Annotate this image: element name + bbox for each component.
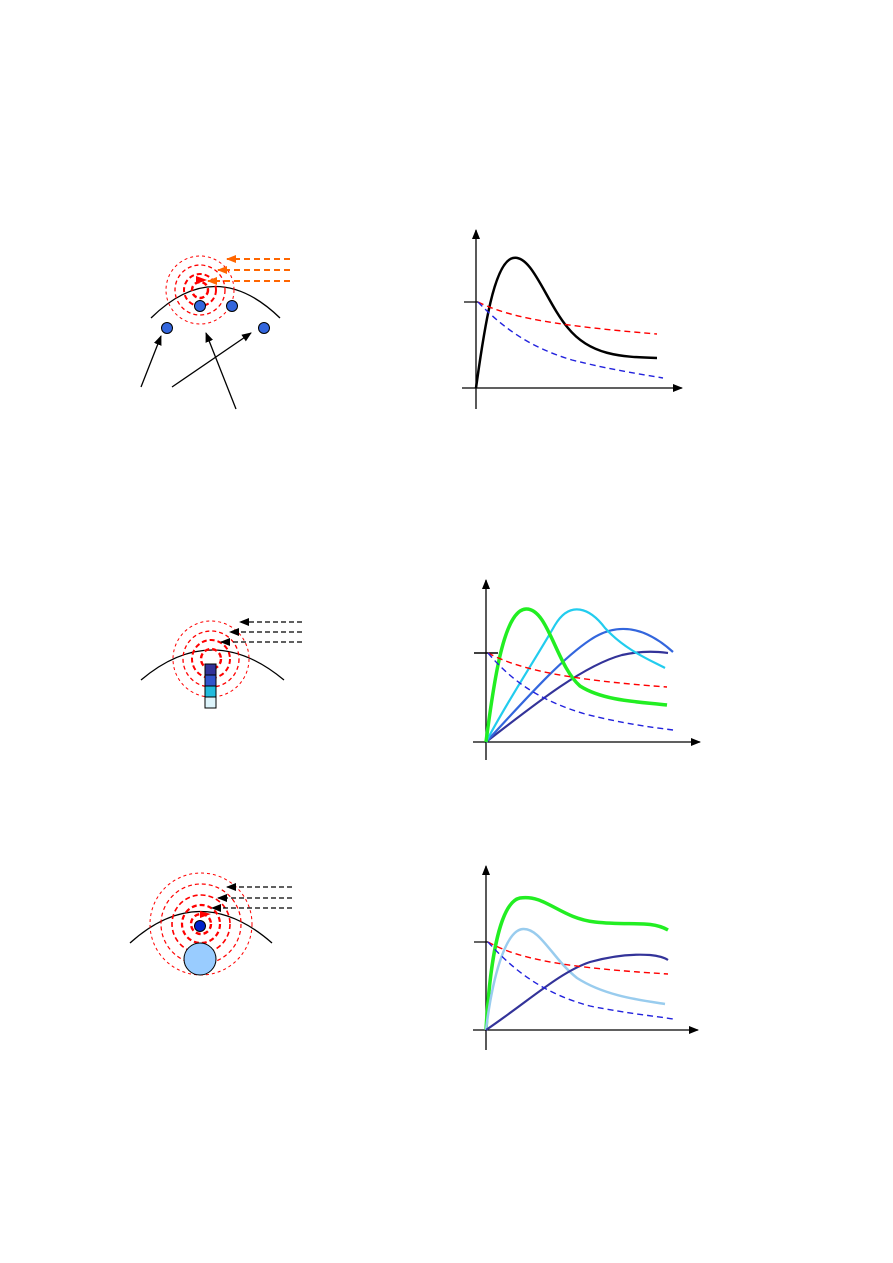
wave-ring (172, 620, 250, 698)
curve-cyan-peak (485, 608, 666, 743)
curve-blue-dashed (487, 652, 674, 731)
panel-3-graph (473, 865, 699, 1050)
curve-navy-rise (485, 953, 669, 1031)
pointer-arrow (205, 332, 237, 410)
big-circle (183, 942, 217, 976)
wave-ring (191, 639, 231, 679)
panel-3-illustration (129, 872, 292, 976)
wave-ring (174, 264, 226, 316)
wave-ring (180, 903, 222, 945)
stack-block (204, 696, 217, 709)
panel-3 (129, 865, 699, 1050)
dot (258, 322, 270, 334)
curve-green-peak (484, 607, 668, 743)
red-arrowhead (196, 276, 207, 284)
stack-block (204, 685, 217, 698)
panel-2-graph (473, 579, 701, 760)
panel-1-graph (462, 229, 683, 409)
curve-blue-dashed (487, 941, 674, 1020)
panel-2 (140, 579, 701, 760)
wave-ring (190, 280, 210, 300)
stack-block (204, 674, 217, 687)
incoming-arrows (220, 618, 302, 646)
dot (161, 322, 173, 334)
panel-1-illustration (140, 255, 290, 410)
incoming-arrows (207, 255, 290, 285)
pointer-arrow (140, 335, 162, 388)
curve-lightblue-peak (484, 927, 666, 1031)
panel-1 (140, 229, 683, 410)
dot (226, 300, 238, 312)
curve-green-plateau (484, 895, 669, 1031)
dot (194, 920, 206, 932)
curve-royal-peak (485, 628, 674, 743)
red-arrowhead (200, 911, 211, 918)
panel-2-illustration (140, 618, 302, 709)
incoming-arrows (211, 883, 292, 912)
wave-ring (171, 894, 231, 954)
curve-red-dashed (477, 301, 658, 335)
wave-ring (165, 255, 235, 325)
dots (161, 300, 270, 334)
curve-red-dashed (487, 941, 669, 975)
stack-block (204, 663, 217, 676)
wave-ring (199, 647, 223, 671)
pointer-arrows (140, 332, 252, 410)
wave-ring (160, 883, 242, 965)
pointer-arrow (171, 332, 252, 388)
curve-blue-dashed (477, 301, 664, 379)
curve-navy-rise (485, 650, 669, 743)
stacked-blocks (204, 663, 217, 709)
curve-red-dashed (487, 652, 668, 688)
wave-ring (189, 912, 213, 936)
curve-black-peak (474, 256, 658, 389)
wave-rings (165, 255, 235, 325)
dot (194, 300, 206, 312)
